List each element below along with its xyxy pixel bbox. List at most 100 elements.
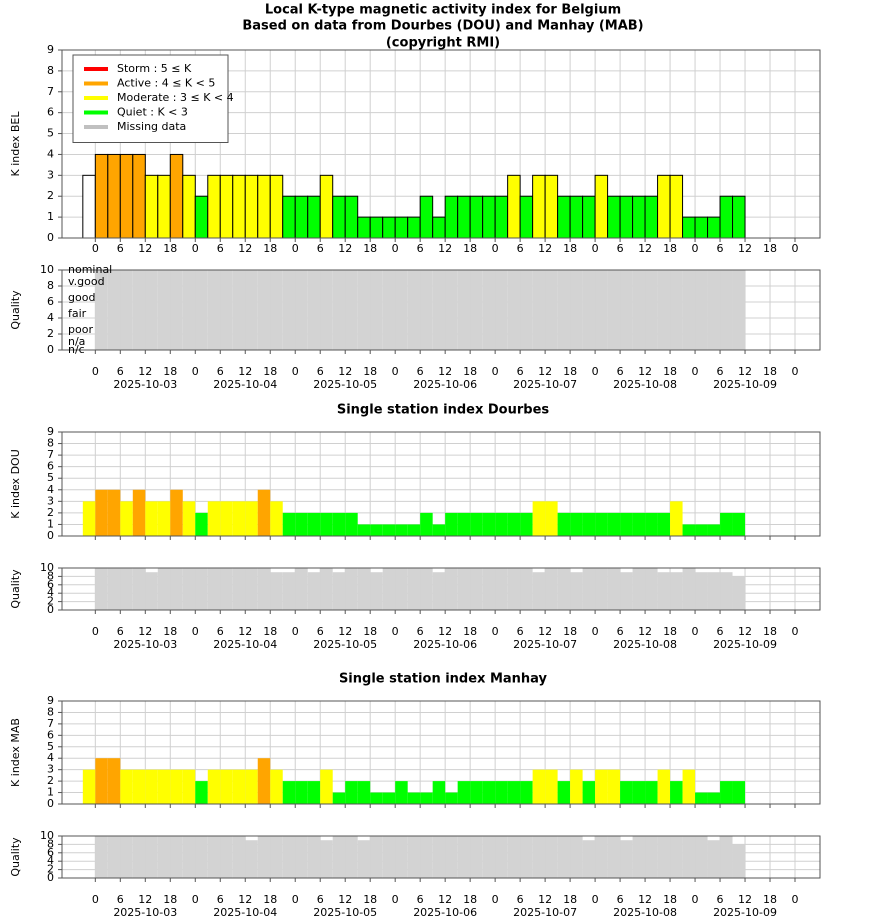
y-tick-label: 0 — [47, 603, 54, 616]
bar — [645, 568, 658, 610]
bar — [632, 836, 646, 878]
bar — [95, 568, 108, 610]
bar — [182, 501, 196, 536]
bar — [707, 524, 721, 536]
date-label: 2025-10-06 — [413, 638, 477, 651]
x-tick-label: 12 — [138, 365, 152, 378]
bar — [720, 836, 733, 878]
x-tick-label: 18 — [463, 625, 477, 638]
y-tick-label: 9 — [47, 43, 54, 56]
x-tick-label: 18 — [563, 625, 577, 638]
x-tick-label: 18 — [163, 242, 177, 255]
bar — [395, 781, 408, 804]
bar — [432, 216, 446, 239]
bar — [282, 781, 296, 804]
bar — [132, 568, 146, 610]
x-tick-label: 12 — [638, 625, 652, 638]
y-tick-label: 5 — [47, 740, 54, 753]
bar — [295, 781, 308, 804]
bar — [132, 836, 146, 878]
date-label: 2025-10-03 — [113, 638, 177, 651]
bar — [370, 270, 383, 350]
bar — [520, 568, 533, 610]
bar — [207, 769, 221, 804]
date-label: 2025-10-04 — [213, 638, 277, 651]
bar — [532, 174, 546, 239]
x-tick-label: 0 — [92, 625, 99, 638]
date-label: 2025-10-08 — [613, 378, 677, 391]
bar — [732, 781, 746, 804]
bar — [282, 572, 296, 610]
legend-label: Missing data — [117, 120, 186, 133]
plot-frame — [61, 269, 821, 351]
date-label: 2025-10-08 — [613, 906, 677, 919]
bar — [595, 512, 608, 536]
bar — [557, 781, 571, 804]
bar — [569, 195, 584, 239]
x-tick-label: 18 — [263, 625, 277, 638]
y-tick-label: 5 — [47, 127, 54, 140]
bar — [345, 781, 358, 804]
bar — [470, 781, 483, 804]
y-tick-label: 5 — [47, 471, 54, 484]
bar — [595, 568, 608, 610]
bar — [345, 836, 358, 878]
bar — [632, 195, 646, 239]
legend-label: Moderate : 3 ≤ K < 4 — [117, 91, 234, 104]
bar — [582, 270, 596, 350]
bar — [420, 792, 433, 804]
bar — [107, 489, 121, 536]
y-axis-label: Quality — [9, 837, 22, 877]
bar — [557, 270, 571, 350]
x-tick-label: 0 — [392, 365, 399, 378]
y-tick-label: 2 — [47, 189, 54, 202]
x-tick-label: 18 — [663, 893, 677, 906]
y-axis-label: K index MAB — [9, 718, 22, 787]
bar — [320, 568, 333, 610]
x-tick-label: 0 — [692, 365, 699, 378]
bar — [669, 174, 684, 239]
x-tick-label: 6 — [617, 893, 624, 906]
y-tick-label: 10 — [40, 561, 54, 574]
x-tick-label: 12 — [538, 893, 552, 906]
bar — [707, 792, 721, 804]
bar — [345, 568, 358, 610]
bar — [444, 195, 459, 239]
y-tick-label: 3 — [47, 168, 54, 181]
bar — [495, 781, 508, 804]
x-tick-label: 18 — [363, 242, 377, 255]
bar — [532, 836, 546, 878]
bar — [570, 512, 583, 536]
bar — [332, 270, 346, 350]
x-tick-label: 0 — [492, 893, 499, 906]
bar — [107, 568, 121, 610]
bar — [607, 568, 621, 610]
bar — [445, 568, 458, 610]
bar — [145, 572, 158, 610]
x-tick-label: 18 — [363, 893, 377, 906]
x-tick-label: 18 — [663, 365, 677, 378]
bar — [482, 568, 496, 610]
bar — [182, 769, 196, 804]
bar — [194, 195, 209, 239]
bar — [232, 270, 246, 350]
date-label: 2025-10-05 — [313, 378, 377, 391]
x-tick-label: 12 — [138, 242, 152, 255]
bar — [532, 501, 546, 536]
bar — [595, 836, 608, 878]
bar — [195, 270, 208, 350]
bar — [420, 836, 433, 878]
x-tick-label: 0 — [492, 625, 499, 638]
y-tick-label: 1 — [47, 786, 54, 799]
bar — [657, 836, 671, 878]
y-tick-label: 6 — [47, 578, 54, 591]
x-tick-label: 18 — [763, 242, 777, 255]
x-tick-label: 18 — [363, 625, 377, 638]
bar — [157, 836, 171, 878]
x-tick-label: 12 — [538, 242, 552, 255]
x-tick-label: 18 — [163, 625, 177, 638]
bar — [357, 524, 371, 536]
bar — [145, 769, 158, 804]
bar — [544, 174, 559, 239]
bar — [332, 792, 346, 804]
